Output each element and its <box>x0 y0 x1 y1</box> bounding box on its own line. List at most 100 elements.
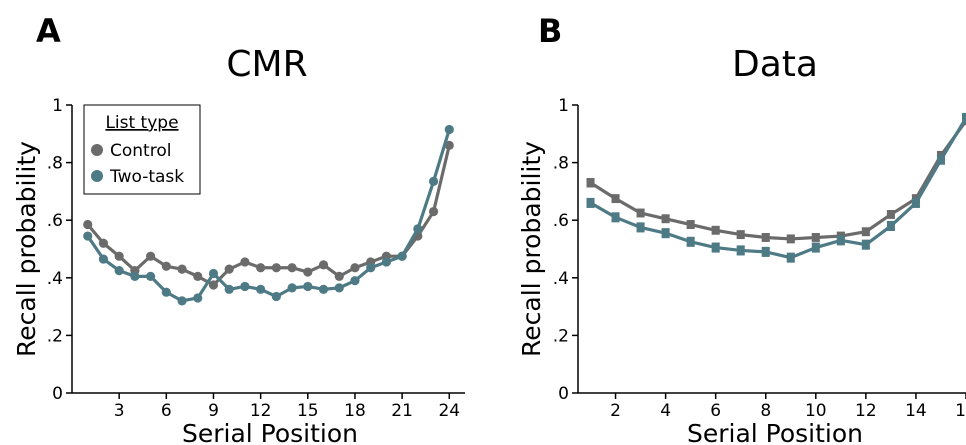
panel-a-two-task-point <box>130 271 140 281</box>
panel-a-x-tick-label: 3 <box>114 401 125 421</box>
panel-b: B Data Serial Position Recall probabilit… <box>517 12 966 445</box>
panel-b-control-point <box>761 233 770 242</box>
panel-b-y-tick-label: .2 <box>553 326 569 346</box>
panel-b-y-tick-label: .6 <box>553 211 569 231</box>
panel-a-x-tick-label: 24 <box>438 401 460 421</box>
panel-b-x-tick-label: 10 <box>805 401 827 421</box>
panel-b-control-point <box>711 226 720 235</box>
panel-a-two-task-point <box>303 281 313 292</box>
panel-a-y-label: Recall probability <box>12 141 41 357</box>
panel-a-control-point <box>114 251 124 261</box>
panel-b-two-task-point <box>686 237 695 246</box>
panel-a-ticks: 0 .2 .4 .6 .8 1 3 6 9 12 15 18 21 24 <box>47 96 460 421</box>
legend-title: List type <box>105 113 178 133</box>
panel-a-control-point <box>177 264 187 274</box>
panel-b-two-task-point <box>736 246 745 255</box>
legend-two-task-marker <box>91 170 103 182</box>
panel-a-two-task-point <box>240 281 250 292</box>
panel-a-x-tick-label: 12 <box>250 401 272 421</box>
panel-b-control-point <box>586 178 595 187</box>
panel-a-control-point <box>287 263 297 273</box>
panel-a-control-point <box>98 238 109 248</box>
panel-b-two-task-point <box>811 243 820 252</box>
panel-a: A CMR Serial Position Recall probability… <box>12 12 465 445</box>
panel-a-x-tick-label: 21 <box>391 401 413 421</box>
panel-b-control-point <box>861 227 870 236</box>
panel-a-x-tick-label: 18 <box>344 401 366 421</box>
panel-b-x-tick-label: 16 <box>955 401 966 421</box>
panel-b-control-point <box>686 220 695 229</box>
panel-a-control-point <box>271 263 281 273</box>
panel-b-control-point <box>786 234 795 243</box>
panel-a-series <box>83 124 454 306</box>
panel-b-two-task-point <box>886 221 895 230</box>
panel-b-two-task-point <box>661 229 670 238</box>
panel-a-control-point <box>350 263 360 273</box>
panel-a-two-task-point <box>444 124 454 135</box>
panel-b-x-tick-label: 6 <box>710 401 721 421</box>
panel-b-two-task-line <box>589 117 966 260</box>
legend-control-label: Control <box>110 141 171 161</box>
panel-a-two-task-point <box>287 283 297 293</box>
legend: List type Control Two-task <box>83 104 201 195</box>
panel-a-control-point <box>428 206 439 217</box>
panel-b-two-task-point <box>611 213 620 222</box>
panel-a-control-point <box>318 260 329 270</box>
panel-b-two-task-point <box>962 113 966 122</box>
panel-a-y-tick-label: .4 <box>47 269 63 289</box>
panel-a-two-task-point <box>397 251 407 261</box>
panel-a-two-task-point <box>114 266 124 276</box>
panel-a-control-point <box>256 263 266 273</box>
panel-a-y-tick-label: 0 <box>52 384 63 404</box>
panel-a-x-tick-label: 15 <box>297 401 319 421</box>
panel-b-two-task-point <box>911 198 920 207</box>
panel-a-control-point <box>334 271 344 281</box>
panel-b-label: B <box>538 12 562 50</box>
panel-a-control-point <box>146 251 156 261</box>
panel-b-control-point <box>661 214 670 223</box>
panel-b-two-task-point <box>936 155 945 164</box>
panel-b-y-tick-label: 0 <box>558 384 569 404</box>
panel-b-x-tick-label: 2 <box>610 401 621 421</box>
panel-b-control-point <box>611 194 620 203</box>
panel-b-title: Data <box>732 44 818 85</box>
panel-b-x-label: Serial Position <box>687 419 863 445</box>
panel-b-two-task-point <box>711 243 720 252</box>
panel-b-ticks: 0.2.4.6.81246810121416 <box>553 96 966 421</box>
panel-a-two-task-point <box>271 291 281 302</box>
panel-b-control-point <box>811 233 820 242</box>
panel-a-x-tick-label: 9 <box>208 401 219 421</box>
panel-a-two-task-point <box>146 271 156 281</box>
panel-b-control-point <box>886 210 895 219</box>
panel-b-control-point <box>636 209 645 217</box>
panel-a-two-task-point <box>350 276 360 286</box>
panel-a-two-task-point <box>428 176 439 186</box>
panel-b-two-task-point <box>836 236 845 245</box>
panel-b-y-label: Recall probability <box>517 141 546 357</box>
panel-a-two-task-point <box>177 296 187 306</box>
panel-a-control-point <box>444 140 454 150</box>
panel-a-two-task-point <box>318 284 329 294</box>
panel-a-control-point <box>208 280 219 290</box>
panel-a-control-point <box>303 267 313 277</box>
panel-a-two-task-point <box>256 284 266 294</box>
panel-a-control-point <box>193 271 203 281</box>
panel-a-y-tick-label: .6 <box>47 211 63 231</box>
panel-a-y-tick-label: .8 <box>47 154 63 174</box>
panel-b-two-task-point <box>786 253 795 262</box>
panel-a-control-point <box>83 219 93 230</box>
panel-b-two-task-point <box>636 223 645 232</box>
panel-b-x-tick-label: 12 <box>855 401 877 421</box>
panel-b-y-tick-label: 1 <box>558 96 569 116</box>
panel-a-two-task-point <box>83 231 93 241</box>
panel-a-two-task-point <box>193 293 203 303</box>
panel-a-two-task-point <box>224 284 234 294</box>
panel-b-y-tick-label: .8 <box>553 154 569 174</box>
panel-a-control-point <box>161 261 171 271</box>
panel-a-y-tick-label: .2 <box>47 326 63 346</box>
panel-a-control-point <box>224 264 234 274</box>
panel-a-two-task-point <box>208 268 219 279</box>
panel-b-x-tick-label: 4 <box>660 401 671 421</box>
